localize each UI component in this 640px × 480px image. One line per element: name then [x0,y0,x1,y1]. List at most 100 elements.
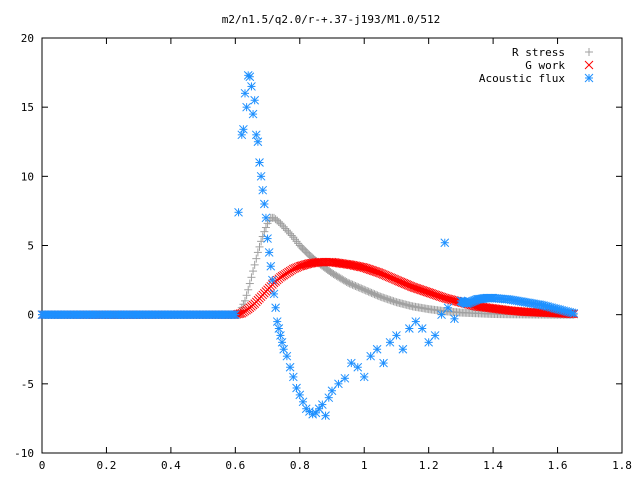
data-point [274,324,284,333]
data-point [311,408,321,418]
data-point [375,268,385,278]
x-tick-label: 0.2 [97,459,117,472]
data-point [244,285,253,294]
data-point [381,271,391,281]
data-point [282,351,292,361]
data-point [251,130,261,140]
x-tick-label: 1.4 [483,459,503,472]
data-point [242,102,251,112]
data-point [272,317,282,326]
data-point [253,248,262,257]
data-point [397,278,407,287]
data-point [387,273,397,283]
data-point [324,393,334,403]
data-point [276,331,285,340]
data-point [237,130,247,140]
data-point [242,291,251,300]
data-point [327,386,337,396]
data-point [334,379,343,389]
series-acoustic-flux [37,70,579,421]
data-point [389,274,398,284]
legend-label: G work [525,59,565,72]
y-tick-label: 0 [27,309,34,322]
x-tick-label: 0 [39,459,46,472]
data-point [261,223,270,232]
data-point [378,270,388,279]
data-point [250,95,260,105]
data-point [353,362,363,372]
data-point [385,337,395,347]
x-tick-label: 0.4 [161,459,181,472]
legend-label: R stress [512,46,565,59]
data-point [276,219,285,228]
data-point [247,82,256,91]
data-point [298,397,308,407]
x-tick-label: 0.8 [290,459,310,472]
data-point [392,275,401,285]
data-point [290,263,300,273]
data-point [395,276,404,286]
data-point [308,409,318,419]
data-point [271,303,280,313]
x-tick-label: 1.6 [548,459,568,472]
data-point [314,404,324,414]
data-point [374,268,384,278]
data-point [240,88,250,98]
data-point [290,235,299,244]
data-point [400,279,410,289]
data-point [390,275,400,284]
y-tick-label: 15 [21,101,34,114]
data-point [292,263,301,272]
data-point [264,248,274,257]
data-point [440,238,450,248]
data-point [377,269,387,279]
data-point [282,226,291,235]
x-tick-label: 1 [361,459,368,472]
data-point [277,337,287,347]
data-point [404,324,414,333]
data-point [255,242,264,251]
data-point [239,124,248,134]
legend-marker [584,73,594,83]
data-point [284,228,293,237]
data-point [255,158,264,167]
data-point [268,275,277,285]
data-point [260,227,269,236]
data-point [295,390,305,400]
data-point [261,213,271,223]
data-point [249,267,258,276]
data-point [263,234,272,243]
data-point [384,272,394,282]
data-point [279,222,288,231]
data-point [245,279,254,288]
data-point [259,199,269,209]
x-axis: 0 0.2 0.4 0.6 0.8 1 1.2 1.4 1.6 1.8 [39,38,632,472]
data-point [292,237,301,246]
data-point [278,221,287,230]
y-tick-label: -5 [21,378,34,391]
data-point [292,383,301,393]
data-point [372,344,382,354]
x-tick-label: 1.8 [612,459,632,472]
data-point [417,324,427,333]
data-point [379,358,388,368]
y-axis: -10 -5 0 5 10 15 20 [14,32,622,460]
data-point [402,280,412,289]
data-point [266,261,276,271]
legend-marker [585,48,593,56]
data-point [430,331,440,340]
data-point [253,137,263,147]
data-point [380,270,390,280]
data-point [411,317,421,326]
data-point [289,233,298,242]
y-tick-label: 10 [21,170,34,183]
legend-label: Acoustic flux [479,72,565,85]
data-point [258,185,268,195]
data-point [285,362,295,372]
data-point [269,289,279,299]
data-point [321,411,330,421]
chart-title: m2/n1.5/q2.0/r-+.37-j193/M1.0/512 [222,13,441,26]
data-point [288,264,298,274]
data-point [250,260,259,269]
